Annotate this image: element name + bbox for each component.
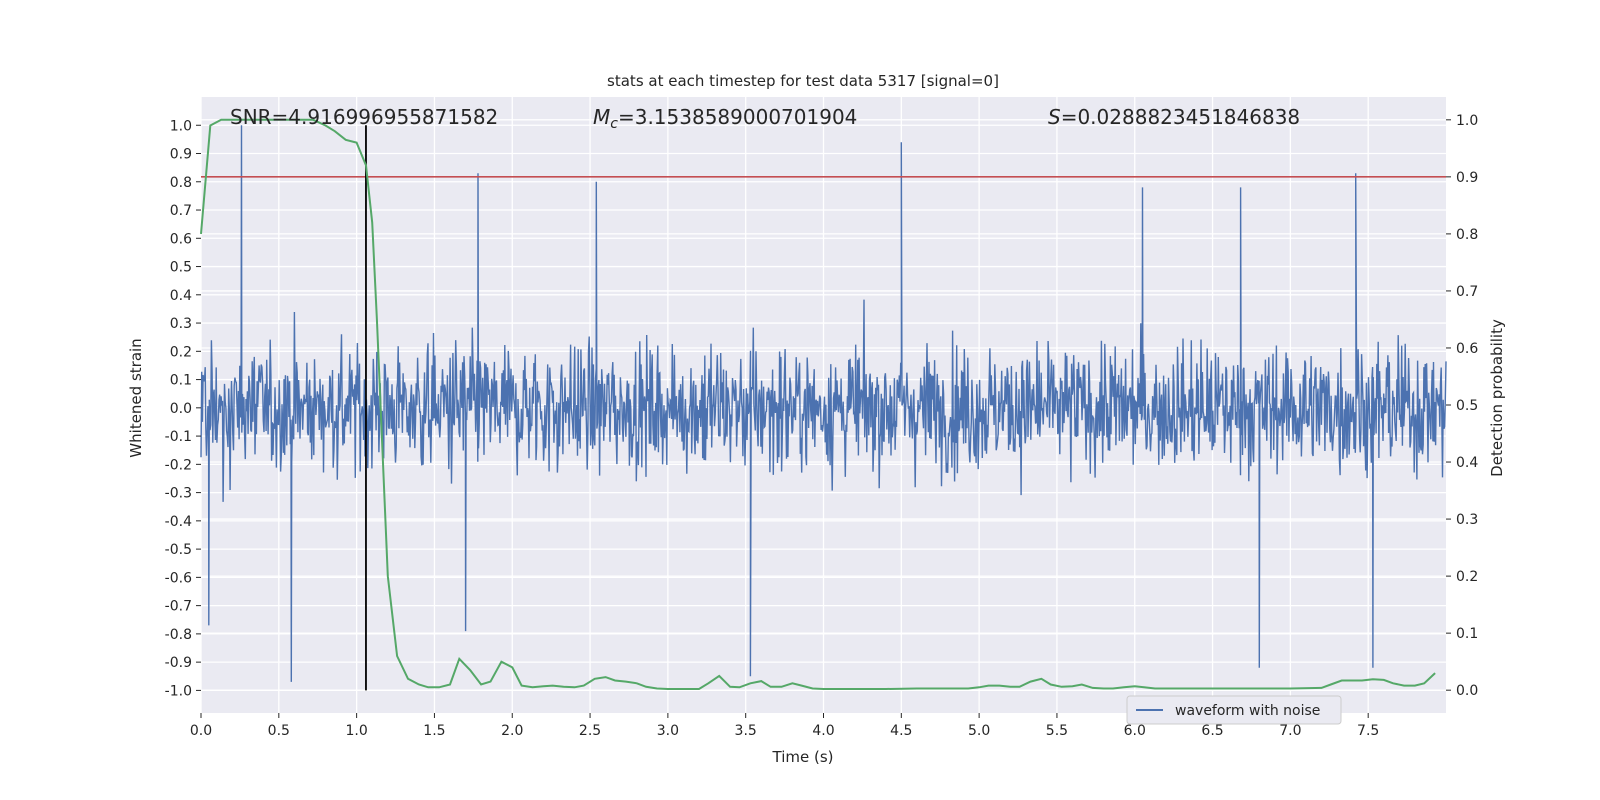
probability-line (200, 118, 1436, 690)
y-left-tick-label: 0.0 (170, 401, 192, 417)
y-left-tick-label: -0.4 (165, 514, 192, 530)
legend-label: waveform with noise (1175, 703, 1320, 719)
y-right-tick-label: 0.4 (1456, 455, 1478, 471)
x-tick-label: 6.5 (1201, 723, 1223, 739)
x-tick-label: 2.0 (501, 723, 523, 739)
x-tick-label: 3.5 (735, 723, 757, 739)
y-left-axis-label: Whitened strain (127, 338, 145, 457)
x-tick-label: 4.5 (890, 723, 912, 739)
x-axis-ticks: 0.0 0.5 1.0 1.5 2.0 2.5 3.0 3.5 4.0 4.5 5.0 5.5 6.0 6… (190, 713, 1379, 739)
y-right-tick-label: 0.3 (1456, 512, 1478, 528)
x-tick-label: 0.5 (268, 723, 290, 739)
y-left-tick-label: 1.0 (170, 118, 192, 134)
waveform-line (200, 125, 1447, 682)
chirp-mass-symbol: M (593, 105, 610, 129)
legend-box (1126, 695, 1342, 725)
y-left-tick-label: 0.4 (170, 288, 192, 304)
y-right-tick-label: 0.1 (1456, 626, 1478, 642)
x-tick-label: 3.0 (657, 723, 679, 739)
y-left-tick-label: -0.2 (165, 457, 192, 473)
y-left-tick-label: -0.1 (165, 429, 192, 445)
snr-annotation: SNR=4.916996955871582 (230, 105, 498, 129)
y-right-tick-label: 0.0 (1456, 683, 1478, 699)
waveform-series (200, 125, 1447, 682)
reference-lines (201, 125, 1446, 691)
s-annotation: S=0.0288823451846838 (1048, 105, 1300, 129)
y-right-tick-label: 0.8 (1456, 227, 1478, 243)
x-tick-label: 7.0 (1279, 723, 1301, 739)
x-tick-label: 5.5 (1046, 723, 1068, 739)
s-symbol: S (1048, 105, 1061, 129)
y-left-tick-label: 0.7 (170, 203, 192, 219)
y-right-axis-label: Detection probability (1488, 319, 1506, 477)
y-left-tick-label: -0.7 (165, 599, 192, 615)
x-tick-label: 5.0 (968, 723, 990, 739)
chirp-mass-subscript: c (610, 116, 618, 132)
x-tick-label: 2.5 (579, 723, 601, 739)
y-left-tick-label: 0.8 (170, 175, 192, 191)
chirp-mass-annotation: Mc=3.1538589000701904 (593, 105, 857, 132)
x-tick-label: 4.0 (812, 723, 834, 739)
y-left-tick-label: -1.0 (165, 683, 192, 699)
y-right-tick-label: 0.5 (1456, 398, 1478, 414)
y-left-tick-label: 0.9 (170, 147, 192, 163)
y-right-axis-ticks: 1.0 0.9 0.8 0.7 0.6 0.5 0.4 0.3 0.2 0.1 0.0 (1446, 113, 1478, 699)
y-right-tick-label: 1.0 (1456, 113, 1478, 129)
y-right-tick-label: 0.2 (1456, 569, 1478, 585)
x-tick-label: 7.5 (1357, 723, 1379, 739)
y-left-tick-label: 0.3 (170, 316, 192, 332)
y-right-tick-label: 0.7 (1456, 284, 1478, 300)
y-left-tick-label: 0.5 (170, 260, 192, 276)
y-right-tick-label: 0.6 (1456, 341, 1478, 357)
y-left-axis-ticks: 1.0 0.9 0.8 0.7 0.6 0.5 0.4 0.3 0.2 0.1 0.0 -0.1 -0.… (165, 118, 201, 699)
probability-series (200, 118, 1436, 690)
y-left-tick-label: -0.9 (165, 655, 192, 671)
y-left-tick-label: -0.6 (165, 570, 192, 586)
y-left-tick-label: 0.1 (170, 373, 192, 389)
x-tick-label: 6.0 (1124, 723, 1146, 739)
y-left-tick-label: -0.3 (165, 486, 192, 502)
x-tick-label: 1.0 (345, 723, 367, 739)
chart-title: stats at each timestep for test data 531… (607, 72, 999, 90)
legend: waveform with noise (1126, 695, 1342, 725)
chirp-mass-value: =3.1538589000701904 (618, 105, 857, 129)
s-value: =0.0288823451846838 (1061, 105, 1300, 129)
y-left-tick-label: 0.2 (170, 344, 192, 360)
x-tick-label: 0.0 (190, 723, 212, 739)
y-right-tick-label: 0.9 (1456, 170, 1478, 186)
y-left-tick-label: -0.5 (165, 542, 192, 558)
y-left-tick-label: -0.8 (165, 627, 192, 643)
x-axis-label: Time (s) (772, 748, 834, 766)
x-tick-label: 1.5 (423, 723, 445, 739)
y-left-tick-label: 0.6 (170, 231, 192, 247)
